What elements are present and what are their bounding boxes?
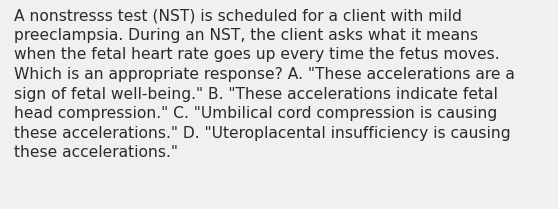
Text: A nonstresss test (NST) is scheduled for a client with mild
preeclampsia. During: A nonstresss test (NST) is scheduled for…: [14, 8, 515, 160]
